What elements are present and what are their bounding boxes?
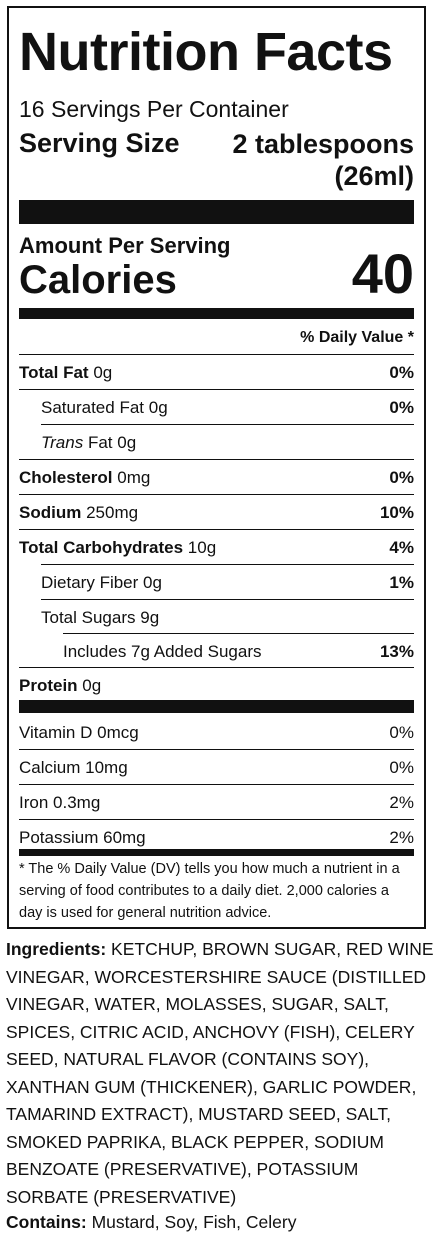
nutrient-name: Cholesterol [19, 468, 113, 487]
row-divider [19, 667, 414, 668]
nutrient-dv: 13% [379, 642, 414, 661]
ingredients-text: KETCHUP, BROWN SUGAR, RED WINE VINEGAR, … [6, 939, 434, 1207]
nutrient-row-cholesterol: Cholesterol 0mg 0% [19, 460, 414, 494]
row-divider [19, 459, 414, 460]
nutrient-amount: 0g [117, 433, 137, 452]
vitamin-name: Iron [19, 793, 49, 812]
vitamin-name: Vitamin D [19, 723, 93, 742]
serving-size-value-line2: (26ml) [334, 161, 414, 191]
ingredients-statement: Ingredients: KETCHUP, BROWN SUGAR, RED W… [6, 936, 436, 1211]
nutrient-dv: 1% [389, 573, 414, 592]
ingredients-label: Ingredients: [6, 939, 107, 959]
row-divider [19, 819, 414, 820]
nutrient-amount: 250mg [86, 503, 139, 522]
row-divider [19, 389, 414, 390]
row-divider [19, 354, 414, 355]
vitamin-dv: 2% [389, 793, 414, 812]
vitamin-amount: 0.3mg [53, 793, 101, 812]
row-divider [41, 424, 414, 425]
nutrient-amount: 0mg [117, 468, 151, 487]
medium-divider [19, 849, 414, 856]
nutrient-dv: 0% [389, 468, 414, 487]
vitamin-row-vitamin-d: Vitamin D 0mcg 0% [19, 715, 414, 749]
calories-label: Calories [19, 258, 177, 302]
medium-divider [19, 308, 414, 319]
nutrient-amount: 0g [93, 363, 113, 382]
contains-label: Contains: [6, 1212, 87, 1232]
vitamin-amount: 0mcg [97, 723, 139, 742]
nutrient-amount: 0g [148, 398, 168, 417]
vitamin-row-calcium: Calcium 10mg 0% [19, 750, 414, 784]
nutrient-row-total-carbohydrates: Total Carbohydrates 10g 4% [19, 530, 414, 564]
nutrient-name: Dietary Fiber [41, 573, 139, 592]
nutrient-dv: 0% [389, 363, 414, 382]
vitamin-amount: 10mg [85, 758, 128, 777]
thick-divider [19, 200, 414, 224]
row-divider [63, 633, 414, 634]
nutrient-name: Protein [19, 676, 78, 695]
daily-value-header: % Daily Value * [300, 329, 414, 346]
serving-size-label: Serving Size [19, 128, 180, 158]
row-divider [19, 784, 414, 785]
nutrient-dv: 10% [379, 503, 414, 522]
nutrient-row-added-sugars: Includes 7g Added Sugars 13% [19, 634, 414, 668]
nutrient-name: Trans [41, 433, 84, 452]
row-divider [41, 564, 414, 565]
vitamin-name: Calcium [19, 758, 81, 777]
vitamin-dv: 0% [389, 758, 414, 777]
nutrient-row-sodium: Sodium 250mg 10% [19, 495, 414, 529]
nutrient-name: Total Carbohydrates [19, 538, 184, 557]
vitamin-amount: 60mg [103, 828, 146, 847]
panel-title: Nutrition Facts [19, 22, 393, 82]
thick-divider [19, 700, 414, 713]
nutrient-row-total-fat: Total Fat 0g 0% [19, 355, 414, 389]
row-divider [41, 599, 414, 600]
nutrient-name: Total Sugars [41, 608, 136, 627]
nutrition-facts-panel: Nutrition Facts 16 Servings Per Containe… [7, 6, 426, 929]
nutrient-amount: 9g [140, 608, 160, 627]
calories-value: 40 [351, 242, 414, 305]
nutrient-dv: 0% [389, 398, 414, 417]
vitamin-dv: 2% [389, 828, 414, 847]
nutrient-name-rest: Fat [87, 433, 113, 452]
nutrient-name: Saturated Fat [41, 398, 145, 417]
nutrient-name: Includes 7g Added Sugars [63, 642, 262, 661]
footnote: * The % Daily Value (DV) tells you how m… [19, 861, 400, 921]
contains-text: Mustard, Soy, Fish, Celery [91, 1212, 297, 1232]
servings-per-container: 16 Servings Per Container [19, 96, 289, 122]
nutrient-amount: 10g [187, 538, 217, 557]
row-divider [19, 494, 414, 495]
row-divider [19, 529, 414, 530]
vitamin-name: Potassium [19, 828, 99, 847]
nutrient-amount: 0g [143, 573, 162, 592]
nutrient-dv: 4% [389, 538, 414, 557]
nutrient-row-total-sugars: Total Sugars 9g [19, 600, 414, 634]
nutrient-amount: 0g [82, 676, 102, 695]
nutrient-row-trans-fat: Trans Fat 0g [19, 425, 414, 459]
nutrient-name: Sodium [19, 503, 82, 522]
nutrient-row-protein: Protein 0g [19, 668, 414, 702]
serving-size-value-line1: 2 tablespoons [232, 129, 414, 159]
nutrient-name: Total Fat [19, 363, 89, 382]
allergen-statement: Contains: Mustard, Soy, Fish, Celery [6, 1212, 296, 1233]
vitamin-row-iron: Iron 0.3mg 2% [19, 785, 414, 819]
serving-size-value: 2 tablespoons (26ml) [194, 128, 414, 192]
vitamin-dv: 0% [389, 723, 414, 742]
row-divider [19, 749, 414, 750]
nutrient-row-dietary-fiber: Dietary Fiber 0g 1% [19, 565, 414, 599]
nutrient-row-saturated-fat: Saturated Fat 0g 0% [19, 390, 414, 424]
vitamin-row-potassium: Potassium 60mg 2% [19, 820, 414, 854]
amount-per-serving: Amount Per Serving [19, 233, 231, 258]
